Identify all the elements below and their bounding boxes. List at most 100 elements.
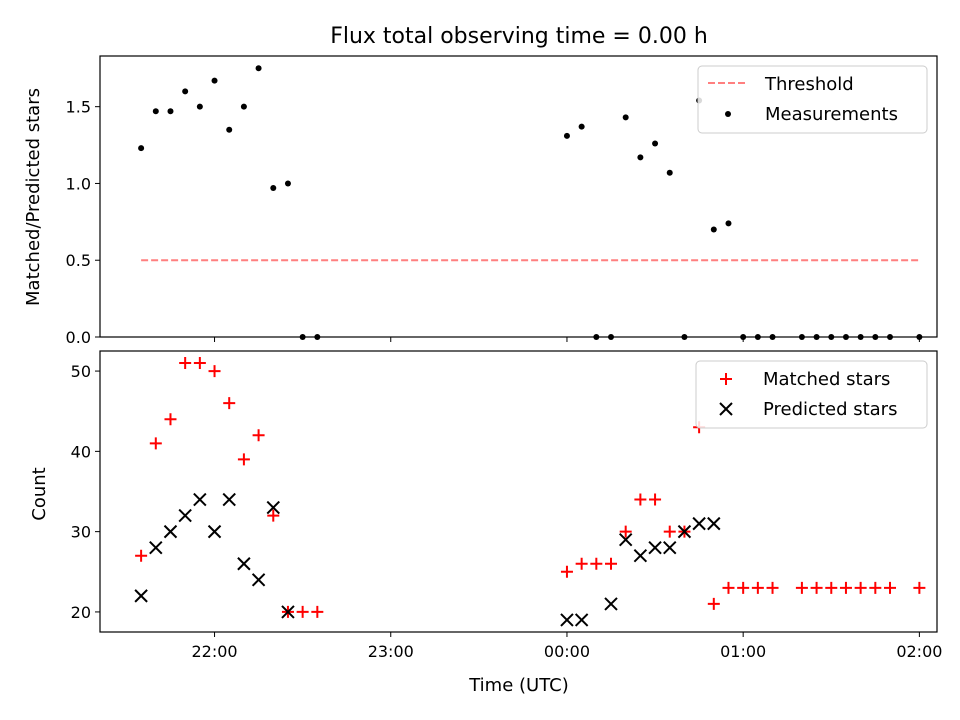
predicted-stars-point xyxy=(149,540,163,555)
x-tick-label: 22:00 xyxy=(191,642,237,661)
measurements-point xyxy=(842,334,849,340)
matched-stars-point xyxy=(722,581,735,594)
matched-stars-point xyxy=(869,581,882,594)
predicted-stars-point xyxy=(193,492,207,507)
count-panel-frame xyxy=(99,350,938,633)
measurements-point xyxy=(681,334,688,340)
measurements-point xyxy=(255,65,262,72)
matched-stars-point xyxy=(854,581,867,594)
measurements-point xyxy=(916,334,923,340)
matched-stars-point xyxy=(208,365,221,378)
measurements-point xyxy=(857,334,864,340)
predicted-stars-point xyxy=(222,492,236,507)
measurements-point xyxy=(828,334,835,340)
matched-stars-point xyxy=(751,581,764,594)
legend-matched-swatch xyxy=(720,373,732,385)
measurements-point xyxy=(593,334,600,340)
matched-stars-point xyxy=(795,581,808,594)
y-tick-label: 30 xyxy=(71,523,91,542)
matched-stars-point xyxy=(267,509,280,522)
matched-stars-point xyxy=(560,565,573,578)
y-tick-label: 0.0 xyxy=(66,328,91,347)
matched-stars-point xyxy=(605,557,618,570)
y-tick-label: 20 xyxy=(71,603,91,622)
legend-threshold-label: Threshold xyxy=(764,74,854,95)
y-tick-label: 1.0 xyxy=(66,174,91,193)
count-panel-legend: Matched stars Predicted stars xyxy=(695,360,928,429)
measurements-point xyxy=(769,334,776,340)
y-tick-label: 1.5 xyxy=(66,98,91,117)
count-panel-yticks: 20 30 40 50 xyxy=(71,362,100,622)
measurements-point xyxy=(798,334,805,340)
legend-box xyxy=(697,65,928,134)
legend-predicted-swatch xyxy=(719,402,733,416)
matched-stars-point xyxy=(634,493,647,506)
matched-stars-point xyxy=(296,605,309,618)
measurements-point xyxy=(196,103,203,110)
predicted-stars-point xyxy=(266,500,280,515)
matched-stars-point xyxy=(193,357,206,370)
y-tick-label: 40 xyxy=(71,442,91,461)
x-tick-label: 01:00 xyxy=(720,642,766,661)
measurements-point xyxy=(182,88,189,95)
measurements-point xyxy=(138,145,145,152)
y-tick-label: 0.5 xyxy=(66,251,91,270)
measurements-point xyxy=(226,126,233,133)
matched-stars-point xyxy=(237,453,250,466)
matched-stars-point xyxy=(707,597,720,610)
matched-stars-point xyxy=(179,357,192,370)
matched-stars-point xyxy=(619,525,632,538)
ratio-panel: Matched/Predicted stars 0.0 0.5 1.0 1.5 Thr… xyxy=(23,55,938,347)
measurements-point xyxy=(637,154,644,161)
ratio-panel-ylabel: Matched/Predicted stars xyxy=(23,88,44,306)
ratio-panel-data xyxy=(138,65,923,340)
measurements-point xyxy=(725,220,732,227)
matched-stars-point xyxy=(810,581,823,594)
measurements-point xyxy=(240,103,247,110)
x-axis-label: Time (UTC) xyxy=(468,675,569,696)
ratio-panel-frame xyxy=(99,55,938,338)
predicted-stars-point xyxy=(178,508,192,523)
matched-stars-point xyxy=(663,525,676,538)
predicted-stars-point xyxy=(134,589,148,603)
predicted-stars-point xyxy=(677,524,692,539)
measurements-point xyxy=(152,108,159,115)
count-panel: Count 20 30 40 50 22:00 23:00 00:00 01:00 02:00… xyxy=(29,350,942,661)
matched-stars-point xyxy=(839,581,852,594)
measurements-point xyxy=(270,185,277,192)
matched-stars-point xyxy=(252,429,265,442)
x-tick-label: 23:00 xyxy=(368,642,414,661)
matched-stars-point xyxy=(825,581,838,594)
predicted-stars-point xyxy=(251,573,266,587)
measurements-point xyxy=(622,114,629,121)
count-panel-xticks: 22:00 23:00 00:00 01:00 02:00 xyxy=(191,632,942,661)
predicted-stars-point xyxy=(574,613,589,627)
measurements-point xyxy=(314,334,321,340)
legend-measurements-label: Measurements xyxy=(765,104,898,125)
measurements-point xyxy=(666,169,673,176)
legend-matched-label: Matched stars xyxy=(763,369,890,390)
matched-stars-point xyxy=(149,437,162,450)
measurements-point xyxy=(652,140,659,147)
chart-title: Flux total observing time = 0.00 h xyxy=(330,24,708,49)
matched-stars-point xyxy=(311,605,324,618)
count-panel-data xyxy=(134,357,926,627)
measurements-point xyxy=(299,334,306,340)
legend-measurements-swatch xyxy=(725,111,731,117)
predicted-stars-point xyxy=(648,540,662,555)
matched-stars-point xyxy=(884,581,897,594)
measurements-point xyxy=(211,77,218,84)
x-tick-label: 00:00 xyxy=(544,642,590,661)
matched-stars-point xyxy=(135,549,148,562)
matched-stars-point xyxy=(737,581,750,594)
matched-stars-point xyxy=(649,493,662,506)
measurements-point xyxy=(740,334,747,340)
measurements-point xyxy=(813,334,820,340)
measurements-point xyxy=(754,334,761,340)
count-panel-ylabel: Count xyxy=(29,467,50,520)
measurements-point xyxy=(872,334,879,340)
matched-stars-point xyxy=(575,557,588,570)
predicted-stars-point xyxy=(633,549,648,563)
predicted-stars-point xyxy=(692,516,706,531)
